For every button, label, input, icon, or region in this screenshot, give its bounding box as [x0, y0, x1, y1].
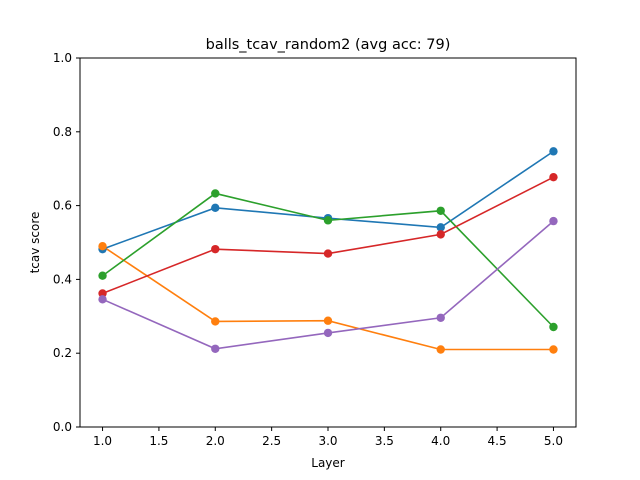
data-point [211, 344, 220, 353]
data-point [436, 313, 445, 322]
data-point [211, 317, 220, 326]
x-axis: 1.0 1.5 2.0 2.5 3.0 3.5 4.0 4.5 5.0 [93, 427, 563, 448]
y-tick-label: 0.4 [53, 272, 72, 286]
x-tick-label: 1.5 [149, 434, 168, 448]
y-axis-label: tcav score [28, 212, 42, 274]
x-tick-label: 3.5 [375, 434, 394, 448]
y-axis: 0.0 0.2 0.4 0.6 0.8 1.0 [53, 51, 80, 434]
y-tick-label: 0.2 [53, 346, 72, 360]
x-tick-label: 3.0 [318, 434, 337, 448]
data-point [436, 206, 445, 215]
x-tick-label: 5.0 [544, 434, 563, 448]
data-point [98, 289, 107, 298]
data-point [211, 189, 220, 198]
data-point [98, 241, 107, 251]
x-axis-label: Layer [311, 456, 345, 470]
x-tick-label: 1.0 [93, 434, 112, 448]
data-point [98, 271, 107, 280]
data-point [549, 216, 558, 226]
y-tick-label: 0.8 [53, 125, 72, 139]
data-point [211, 244, 220, 254]
data-point [323, 316, 333, 325]
x-tick-label: 4.5 [488, 434, 507, 448]
data-point [436, 345, 445, 354]
x-tick-label: 2.5 [262, 434, 281, 448]
y-tick-label: 0.6 [53, 199, 72, 213]
data-point [549, 345, 558, 354]
y-tick-label: 0.0 [53, 420, 72, 434]
y-tick-label: 1.0 [53, 51, 72, 65]
x-tick-label: 2.0 [206, 434, 225, 448]
data-point [549, 147, 558, 156]
data-point [323, 249, 333, 258]
data-point [211, 203, 220, 213]
chart-title: balls_tcav_random2 (avg acc: 79) [206, 37, 451, 53]
series-layer [98, 147, 558, 354]
data-point [549, 322, 558, 332]
data-point [549, 172, 558, 182]
data-point [436, 230, 445, 239]
data-point [436, 223, 445, 232]
x-tick-label: 4.0 [431, 434, 450, 448]
data-point [98, 295, 107, 304]
data-point [323, 328, 333, 338]
data-point [323, 216, 333, 225]
